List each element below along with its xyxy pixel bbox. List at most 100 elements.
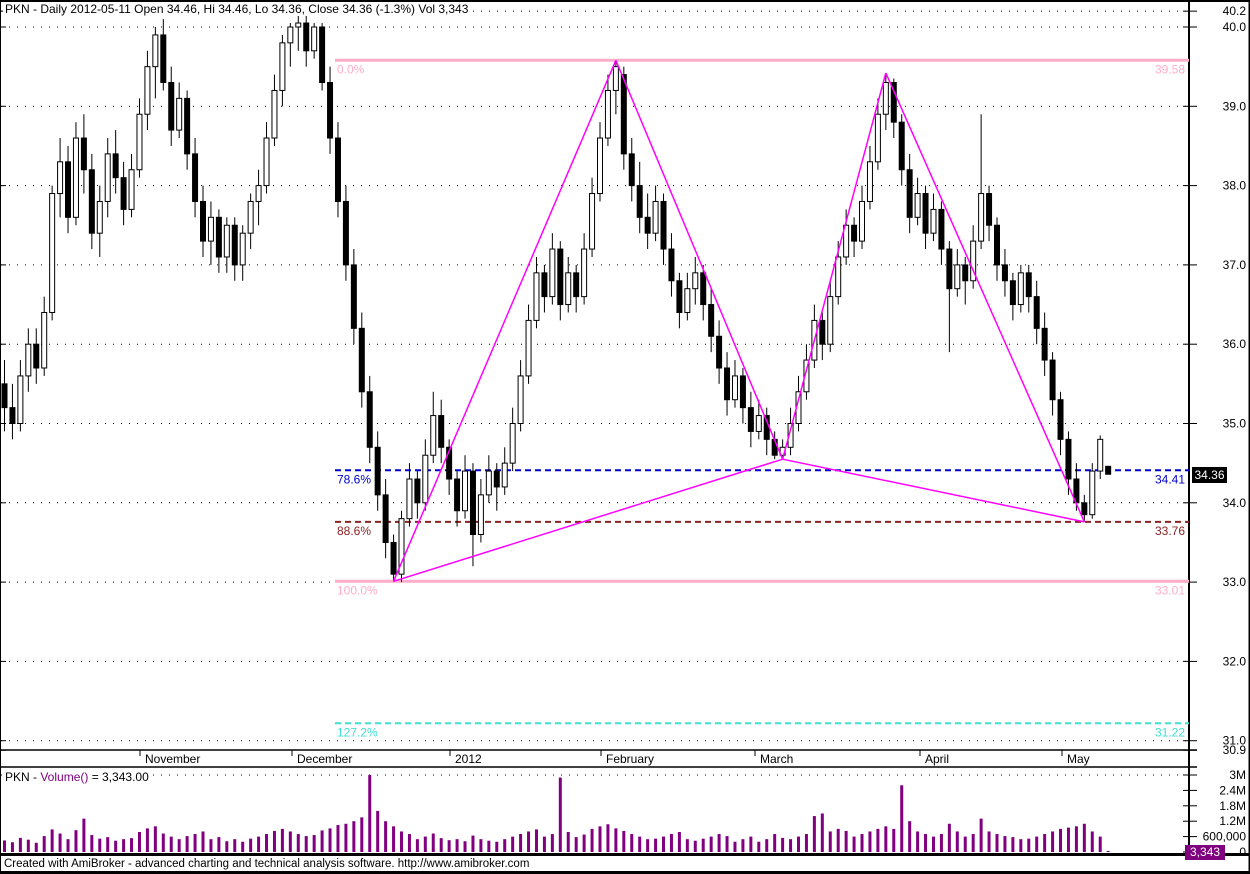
volume-bar xyxy=(177,839,181,852)
volume-bar xyxy=(868,831,872,852)
candle-body xyxy=(1057,399,1064,440)
candle xyxy=(430,391,437,464)
candle-body xyxy=(501,462,508,488)
volume-bar xyxy=(542,836,546,852)
volume-bar xyxy=(360,817,364,852)
volume-bar xyxy=(916,831,920,852)
volume-bar xyxy=(439,838,443,852)
candle xyxy=(358,312,365,408)
candle-body xyxy=(541,272,548,298)
price-axis-label: 35.0 xyxy=(1223,417,1247,431)
volume-bar xyxy=(82,818,86,852)
volume-bar xyxy=(257,836,261,852)
candle-body xyxy=(462,470,469,512)
volume-bar xyxy=(582,834,586,852)
volume-bar xyxy=(169,836,173,852)
window-right-border xyxy=(1248,0,1250,874)
candle xyxy=(906,153,913,234)
candle-body xyxy=(525,319,532,377)
candle xyxy=(120,161,127,226)
window-bottom-border xyxy=(0,871,1250,874)
price-axis-label: 32.0 xyxy=(1223,654,1247,668)
volume-bar xyxy=(606,824,610,852)
candle xyxy=(327,66,334,154)
volume-bar xyxy=(955,831,959,852)
candle-body xyxy=(342,200,349,266)
volume-bar xyxy=(622,830,626,852)
candle xyxy=(382,479,389,559)
volume-bar xyxy=(638,836,642,852)
volume-bar xyxy=(924,834,928,852)
volume-bar xyxy=(1051,831,1055,852)
candle xyxy=(1049,352,1056,416)
candle-body xyxy=(978,193,985,242)
candle xyxy=(612,60,619,115)
candle xyxy=(763,407,770,456)
volume-bar xyxy=(272,830,276,852)
candle-body xyxy=(136,113,143,171)
candle-body xyxy=(573,272,580,298)
volume-bar xyxy=(590,828,594,852)
candle-body xyxy=(962,264,969,282)
volume-bar xyxy=(66,839,70,852)
volume-title-prefix: PKN - xyxy=(5,770,41,784)
candle xyxy=(930,193,937,242)
volume-bar xyxy=(336,825,340,852)
candle-body xyxy=(446,446,453,480)
candle-body xyxy=(986,193,993,226)
candle xyxy=(668,233,675,297)
candle xyxy=(636,161,643,234)
candle xyxy=(724,352,731,416)
volume-bar xyxy=(487,840,491,852)
volume-bar xyxy=(693,840,697,852)
volume-bar xyxy=(908,821,912,852)
candle xyxy=(565,256,572,313)
candle-body xyxy=(1081,502,1088,516)
candle-body xyxy=(65,161,72,218)
candle xyxy=(446,439,453,495)
candle xyxy=(1089,463,1096,519)
candle xyxy=(898,114,905,186)
candle-body xyxy=(255,185,262,202)
candle-body xyxy=(382,494,389,543)
fib-value-label: 33.76 xyxy=(1155,524,1185,538)
volume-title-suffix: = 3,343.00 xyxy=(88,770,149,784)
candle-body xyxy=(946,248,953,290)
candle-body xyxy=(25,343,32,377)
candle-body xyxy=(319,26,326,84)
candle-body xyxy=(676,280,683,313)
candle xyxy=(390,534,397,582)
volume-bar xyxy=(717,834,721,852)
volume-bar xyxy=(280,828,284,852)
candle-body xyxy=(207,216,214,242)
month-label: 2012 xyxy=(455,752,482,766)
candle xyxy=(295,15,302,51)
candle-body xyxy=(914,193,921,218)
volume-bar xyxy=(106,837,110,852)
candle xyxy=(1081,494,1088,522)
month-label: November xyxy=(145,752,200,766)
candle xyxy=(970,225,977,289)
candle xyxy=(589,177,596,257)
volume-bar xyxy=(320,830,324,852)
volume-bar xyxy=(137,831,141,852)
candle xyxy=(128,153,135,218)
window-left-border xyxy=(0,0,1,874)
candle xyxy=(597,122,603,202)
candle-body xyxy=(104,153,111,202)
volume-bar xyxy=(344,823,348,852)
candle xyxy=(581,233,588,305)
candle xyxy=(978,114,985,250)
volume-bar xyxy=(471,835,475,852)
candle-body xyxy=(589,193,596,250)
volume-bar xyxy=(852,836,856,852)
fib-percent-label: 100.0% xyxy=(337,583,378,597)
candle-body xyxy=(390,541,397,575)
candle-body xyxy=(819,319,826,345)
candle-body xyxy=(200,200,206,242)
candle-body xyxy=(247,200,254,234)
volume-bar xyxy=(725,836,729,852)
fib-percent-label: 0.0% xyxy=(337,62,365,76)
candle-body xyxy=(168,82,175,131)
volume-bar xyxy=(384,821,388,852)
